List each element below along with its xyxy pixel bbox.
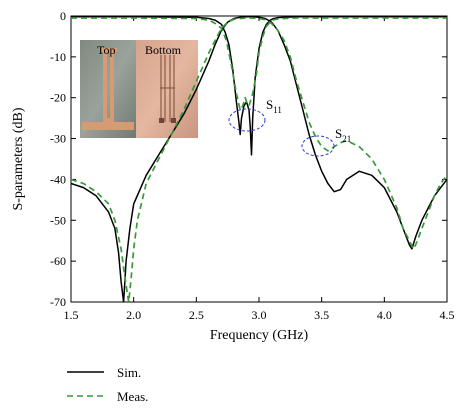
x-tick-label: 2.5	[189, 308, 204, 322]
x-tick-label: 4.5	[440, 308, 455, 322]
x-tick-label: 3.0	[252, 308, 267, 322]
series-meas-s21-line	[71, 17, 447, 302]
y-tick-label: -50	[50, 213, 66, 227]
legend-label-sim: Sim.	[117, 365, 141, 380]
axis-tick-labels: 1.5 2.0 2.5 3.0 3.5 4.0 4.5 0 -10 -20 -30 -40 -50 -60…	[50, 9, 455, 322]
s11-annotation: S11	[266, 97, 282, 115]
x-tick-label: 4.0	[377, 308, 392, 322]
y-tick-label: -20	[50, 91, 66, 105]
x-tick-label: 3.5	[314, 308, 329, 322]
x-axis-label: Frequency (GHz)	[210, 328, 309, 343]
s21-annotation-sub: 21	[342, 134, 351, 144]
legend: Sim. Meas.	[67, 365, 148, 404]
y-tick-label: -10	[50, 50, 66, 64]
inset-label-bottom: Bottom	[145, 43, 182, 57]
inset-photo: Top Bottom	[80, 40, 198, 138]
inset-bottom-traces	[159, 55, 176, 123]
inset-bottom-board	[136, 40, 198, 138]
x-tick-label: 1.5	[64, 308, 79, 322]
s21-marker-ellipse	[301, 135, 335, 157]
legend-label-meas: Meas.	[117, 389, 148, 404]
s11-annotation-main: S	[266, 97, 273, 112]
s11-annotation-sub: 11	[273, 105, 282, 115]
s21-annotation: S21	[335, 126, 351, 144]
s21-annotation-main: S	[335, 126, 342, 141]
y-tick-label: -70	[50, 295, 66, 309]
y-tick-label: -40	[50, 172, 66, 186]
y-tick-label: 0	[60, 9, 66, 23]
inset-label-top: Top	[97, 43, 116, 57]
y-tick-label: -30	[50, 132, 66, 146]
s11-marker-ellipse	[228, 108, 266, 132]
inset-top-traces	[82, 48, 134, 130]
series-layer	[71, 16, 447, 302]
y-axis-label: S-parameters (dB)	[11, 107, 26, 210]
y-tick-label: -60	[50, 254, 66, 268]
series-sim-s11-line	[71, 16, 447, 156]
x-tick-label: 2.0	[126, 308, 141, 322]
